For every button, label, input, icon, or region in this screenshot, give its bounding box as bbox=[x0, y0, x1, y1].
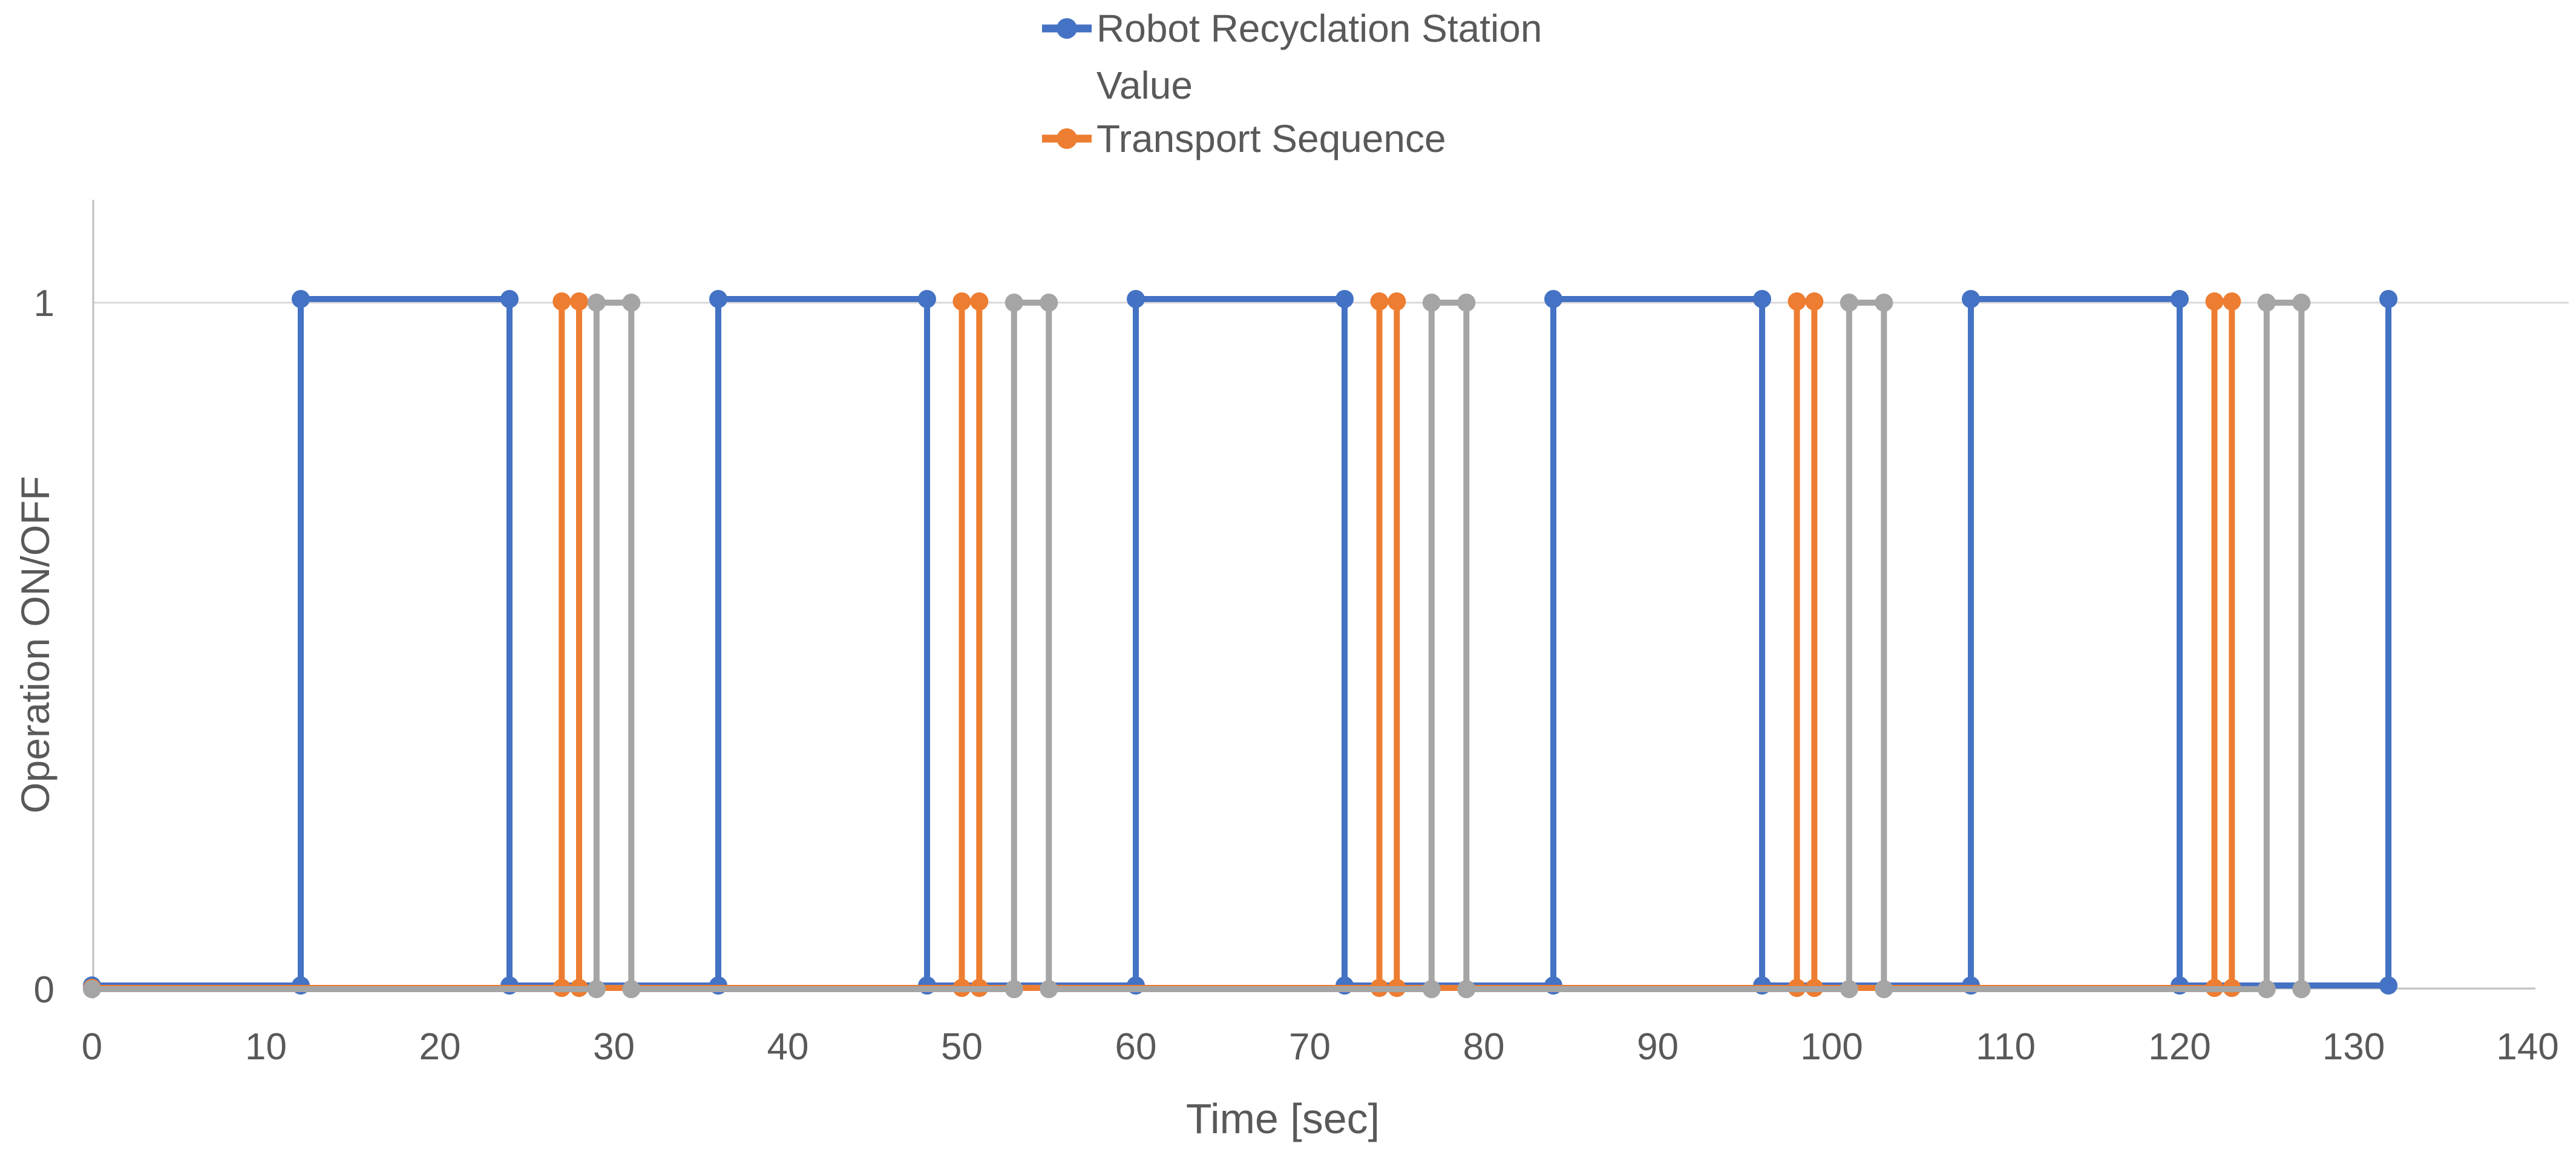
x-tick-label: 10 bbox=[245, 1026, 287, 1068]
data-point-marker bbox=[2223, 292, 2241, 311]
data-point-marker bbox=[570, 292, 588, 311]
legend-label: Transport Sequence bbox=[1096, 110, 1446, 167]
data-point-marker bbox=[2257, 980, 2276, 998]
data-point-marker bbox=[1040, 294, 1058, 312]
data-point-marker bbox=[2257, 294, 2276, 312]
data-point-marker bbox=[1840, 980, 1858, 998]
legend-label-line1: Robot Recyclation Station bbox=[1096, 7, 1542, 50]
data-point-marker bbox=[587, 294, 606, 312]
data-point-marker bbox=[1840, 294, 1858, 312]
data-point-marker bbox=[587, 980, 606, 998]
data-point-marker bbox=[970, 292, 989, 311]
y-tick-label: 0 bbox=[34, 969, 54, 1011]
data-point-marker bbox=[1962, 290, 1980, 308]
x-tick-label: 70 bbox=[1289, 1026, 1331, 1068]
data-point-marker bbox=[952, 292, 971, 311]
data-point-marker bbox=[500, 290, 519, 308]
x-tick-label: 110 bbox=[1976, 1026, 2036, 1068]
data-point-marker bbox=[1388, 292, 1406, 311]
data-point-marker bbox=[1005, 294, 1023, 312]
data-point-marker bbox=[1544, 290, 1562, 308]
legend-swatch-marker bbox=[1057, 18, 1077, 39]
legend-entry-transport-sequence: Transport Sequence bbox=[1042, 110, 1446, 167]
data-point-marker bbox=[1788, 292, 1806, 311]
data-point-marker bbox=[2379, 976, 2397, 995]
x-tick-label: 90 bbox=[1637, 1026, 1679, 1068]
legend-label-line1: Transport Sequence bbox=[1096, 117, 1446, 160]
x-tick-label: 40 bbox=[767, 1026, 809, 1068]
x-axis-title: Time [sec] bbox=[1185, 1095, 1380, 1142]
data-point-marker bbox=[918, 290, 936, 308]
data-point-marker bbox=[83, 980, 101, 998]
legend-marker-orange-icon bbox=[1042, 128, 1092, 149]
data-point-marker bbox=[2205, 292, 2224, 311]
legend-swatch-marker bbox=[1057, 128, 1077, 149]
y-axis-title: Operation ON/OFF bbox=[13, 476, 57, 814]
data-point-marker bbox=[709, 290, 727, 308]
data-point-marker bbox=[552, 292, 571, 311]
legend-marker-blue-icon bbox=[1042, 18, 1092, 39]
data-point-marker bbox=[1457, 294, 1476, 312]
x-tick-label: 60 bbox=[1115, 1026, 1157, 1068]
data-point-marker bbox=[1336, 290, 1354, 308]
data-point-marker bbox=[1875, 294, 1893, 312]
data-point-marker bbox=[1127, 290, 1145, 308]
series-line-transport-sequence bbox=[92, 298, 2235, 991]
legend-label: Robot Recyclation Station Value bbox=[1096, 0, 1542, 114]
data-point-marker bbox=[1040, 980, 1058, 998]
x-tick-label: 120 bbox=[2148, 1026, 2211, 1068]
y-tick-label: 1 bbox=[34, 283, 54, 324]
data-point-marker bbox=[2379, 290, 2397, 308]
x-tick-label: 0 bbox=[82, 1026, 102, 1068]
data-point-marker bbox=[1422, 294, 1441, 312]
data-point-marker bbox=[622, 980, 641, 998]
data-point-marker bbox=[292, 290, 310, 308]
legend-label-line2: Value bbox=[1096, 64, 1193, 107]
series-line-robot-recyclation-station-value bbox=[92, 296, 2391, 989]
data-point-marker bbox=[1805, 292, 1824, 311]
x-tick-label: 100 bbox=[1800, 1026, 1863, 1068]
x-tick-label: 130 bbox=[2322, 1026, 2385, 1068]
x-tick-label: 80 bbox=[1463, 1026, 1505, 1068]
data-point-marker bbox=[1422, 980, 1441, 998]
data-point-marker bbox=[2171, 290, 2189, 308]
data-point-marker bbox=[1457, 980, 1476, 998]
data-point-marker bbox=[622, 294, 641, 312]
x-tick-label: 30 bbox=[593, 1026, 635, 1068]
data-point-marker bbox=[1753, 290, 1771, 308]
x-tick-label: 140 bbox=[2496, 1026, 2558, 1068]
data-point-marker bbox=[1875, 980, 1893, 998]
x-tick-label: 50 bbox=[941, 1026, 983, 1068]
x-tick-label: 20 bbox=[419, 1026, 461, 1068]
data-point-marker bbox=[2292, 294, 2311, 312]
legend-entry-robot-recyclation-station-value: Robot Recyclation Station Value bbox=[1042, 0, 1542, 114]
data-point-marker bbox=[2292, 980, 2311, 998]
data-point-marker bbox=[1005, 980, 1023, 998]
data-point-marker bbox=[1370, 292, 1389, 311]
